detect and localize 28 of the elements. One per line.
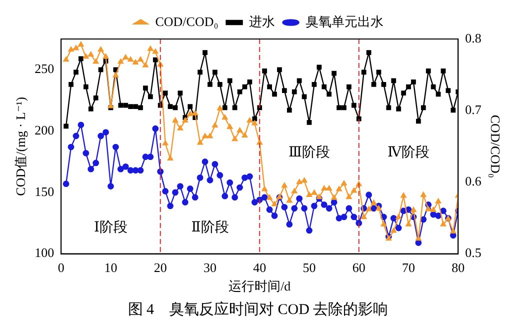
text: 图 4 臭氧反应时间对 COD 去除的影响 <box>128 300 388 318</box>
y2-tick-label: 0.6 <box>465 174 482 189</box>
annotation: Ⅲ阶段 <box>288 144 330 161</box>
y-tick-label: 250 <box>34 61 54 76</box>
y2-tick-label: 0.5 <box>465 245 482 260</box>
y2-axis-title: COD/COD₀ <box>488 114 503 178</box>
y-tick-label: 150 <box>34 184 54 199</box>
y2-tick-label: 0.8 <box>465 30 482 46</box>
y-tick-label: 100 <box>34 245 54 260</box>
y2-tick-label: 0.7 <box>465 102 482 118</box>
x-tick-label: 20 <box>154 260 167 276</box>
y-tick-label: 200 <box>34 122 54 138</box>
x-tick-label: 0 <box>58 260 64 276</box>
legend-label: 进水 <box>248 14 275 29</box>
annotation: Ⅱ阶段 <box>191 220 229 236</box>
annotation: Ⅳ阶段 <box>388 144 430 161</box>
x-tick-label: 10 <box>104 260 118 276</box>
legend-label: COD/COD₀ <box>155 14 218 29</box>
x-tick-label: 50 <box>302 260 316 276</box>
legend-label: 臭氧单元出水 <box>305 14 384 29</box>
x-tick-label: 30 <box>203 260 216 276</box>
x-tick-label: 60 <box>352 260 366 276</box>
x-tick-label: 80 <box>452 260 465 276</box>
annotation: Ⅰ阶段 <box>94 220 128 236</box>
x-tick-label: 40 <box>253 260 266 276</box>
x-axis-title: 运行时间/d <box>228 278 292 294</box>
y-axis-title: COD值/(mg · L⁻¹) <box>13 96 28 196</box>
x-tick-label: 70 <box>402 260 416 276</box>
